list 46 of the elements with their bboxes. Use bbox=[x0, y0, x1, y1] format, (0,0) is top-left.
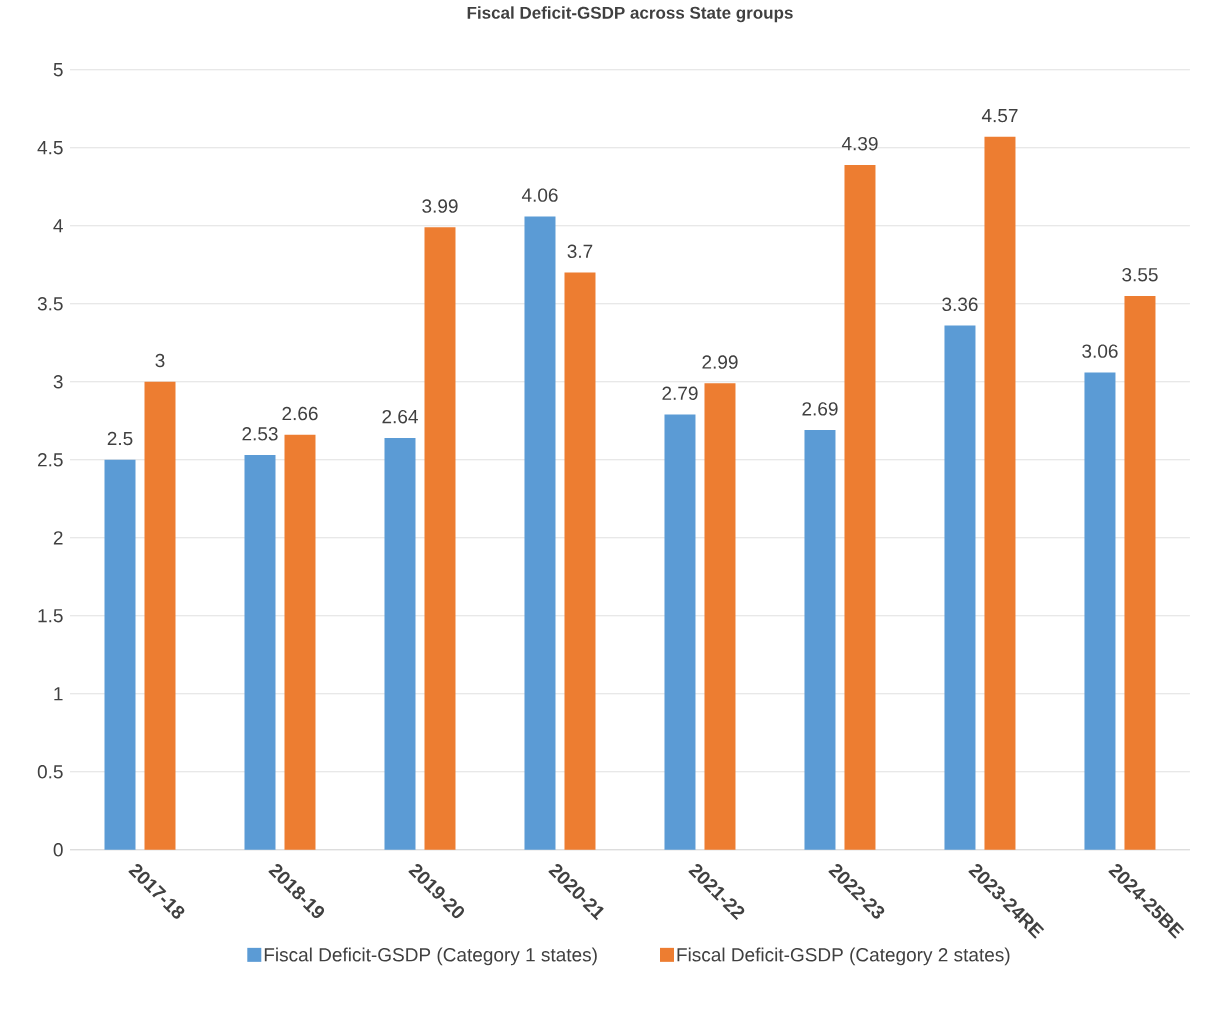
legend-label: Fiscal Deficit-GSDP (Category 2 states) bbox=[677, 947, 1010, 966]
bar bbox=[244, 455, 276, 850]
data-label: 2.53 bbox=[242, 427, 278, 441]
y-tick-label: 3 bbox=[53, 375, 63, 389]
bar bbox=[564, 272, 596, 850]
y-tick-label: 0.5 bbox=[37, 765, 63, 779]
bar bbox=[804, 430, 836, 850]
data-label: 3.36 bbox=[942, 297, 978, 312]
y-tick-label: 4 bbox=[53, 219, 63, 233]
bar bbox=[524, 216, 556, 850]
y-tick-label: 1 bbox=[54, 687, 63, 701]
y-tick-label: 0 bbox=[53, 843, 63, 857]
bar bbox=[384, 438, 416, 850]
y-tick-label: 3.5 bbox=[37, 297, 63, 311]
bar bbox=[284, 434, 316, 850]
data-label: 3.55 bbox=[1122, 268, 1158, 282]
data-label: 2.5 bbox=[107, 431, 133, 446]
data-label: 3 bbox=[155, 353, 165, 368]
bar bbox=[1084, 372, 1116, 850]
data-label: 3.06 bbox=[1082, 344, 1118, 358]
y-tick-label: 5 bbox=[53, 63, 63, 77]
data-label: 4.57 bbox=[981, 109, 1018, 123]
data-label: 2.69 bbox=[802, 402, 838, 416]
data-label: 2.66 bbox=[282, 406, 318, 421]
bar bbox=[144, 381, 176, 850]
data-label: 2.79 bbox=[662, 386, 698, 401]
data-label: 2.99 bbox=[702, 355, 738, 369]
bar bbox=[424, 227, 456, 850]
y-tick-label: 1.5 bbox=[38, 609, 63, 623]
bar bbox=[944, 325, 976, 850]
chart-title: Fiscal Deficit-GSDP across State groups bbox=[467, 6, 793, 23]
bar bbox=[1124, 296, 1156, 850]
bar bbox=[844, 165, 876, 850]
legend-label: Fiscal Deficit-GSDP (Category 1 states) bbox=[264, 947, 597, 966]
data-label: 4.06 bbox=[521, 188, 558, 202]
data-label: 2.64 bbox=[382, 410, 418, 424]
y-tick-label: 4.5 bbox=[37, 141, 63, 155]
bar bbox=[704, 383, 736, 850]
y-tick-label: 2 bbox=[53, 531, 63, 545]
bar bbox=[104, 459, 136, 850]
data-label: 3.7 bbox=[567, 244, 593, 259]
bar bbox=[664, 414, 696, 850]
bar bbox=[984, 136, 1016, 850]
data-label: 4.39 bbox=[841, 137, 878, 151]
data-label: 3.99 bbox=[422, 199, 458, 213]
y-tick-label: 2.5 bbox=[38, 453, 63, 467]
